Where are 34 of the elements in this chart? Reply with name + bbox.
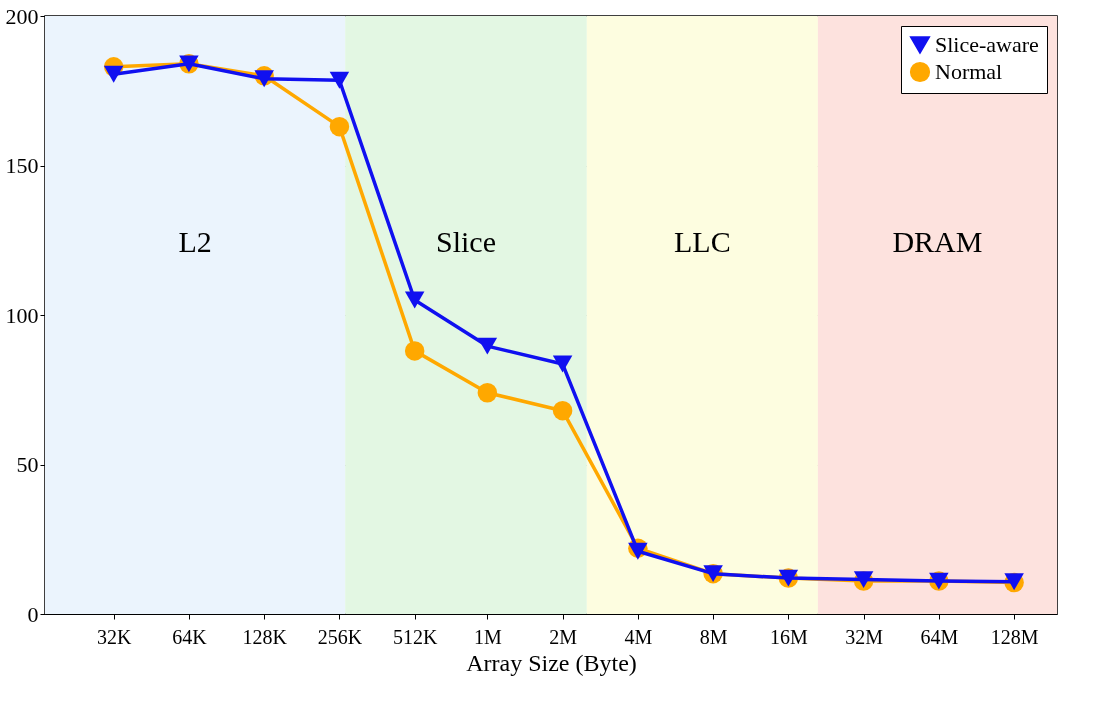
- x-tick-label: 4M: [624, 625, 653, 648]
- band-label: DRAM: [892, 225, 983, 259]
- x-tick-label: 128K: [242, 625, 288, 648]
- x-tick-label: 1M: [473, 625, 502, 648]
- x-tick-label: 16M: [769, 625, 808, 648]
- point: [477, 337, 498, 355]
- x-tick-label: 256K: [317, 625, 363, 648]
- point: [404, 341, 425, 361]
- y-tick-label: 0: [27, 601, 39, 627]
- legend-label: Slice-aware: [935, 32, 1039, 57]
- band-label: LLC: [674, 225, 731, 259]
- x-tick-label: 64M: [920, 625, 959, 648]
- point: [552, 400, 573, 421]
- x-tick-label: 2M: [549, 625, 578, 648]
- x-tick-label: 32M: [845, 625, 884, 648]
- x-tick-label: 32K: [96, 625, 132, 648]
- point: [103, 65, 124, 83]
- point: [329, 71, 350, 89]
- y-tick-label: 50: [16, 452, 39, 477]
- x-tick-label: 8M: [699, 625, 728, 648]
- legend-label: Normal: [935, 59, 1003, 84]
- band-label: Slice: [436, 225, 497, 259]
- x-tick-label: 64K: [172, 625, 208, 648]
- x-tick-label: 512K: [392, 625, 438, 648]
- y-tick-label: 200: [5, 3, 39, 29]
- point: [477, 383, 498, 403]
- x-tick-label: 128M: [990, 625, 1039, 648]
- x-axis-title: Array Size (Byte): [466, 649, 637, 676]
- point: [404, 291, 425, 309]
- band-label: L2: [178, 225, 212, 259]
- point: [552, 355, 573, 373]
- y-tick-label: 100: [5, 302, 39, 328]
- y-tick-label: 150: [5, 153, 39, 178]
- point: [329, 116, 350, 137]
